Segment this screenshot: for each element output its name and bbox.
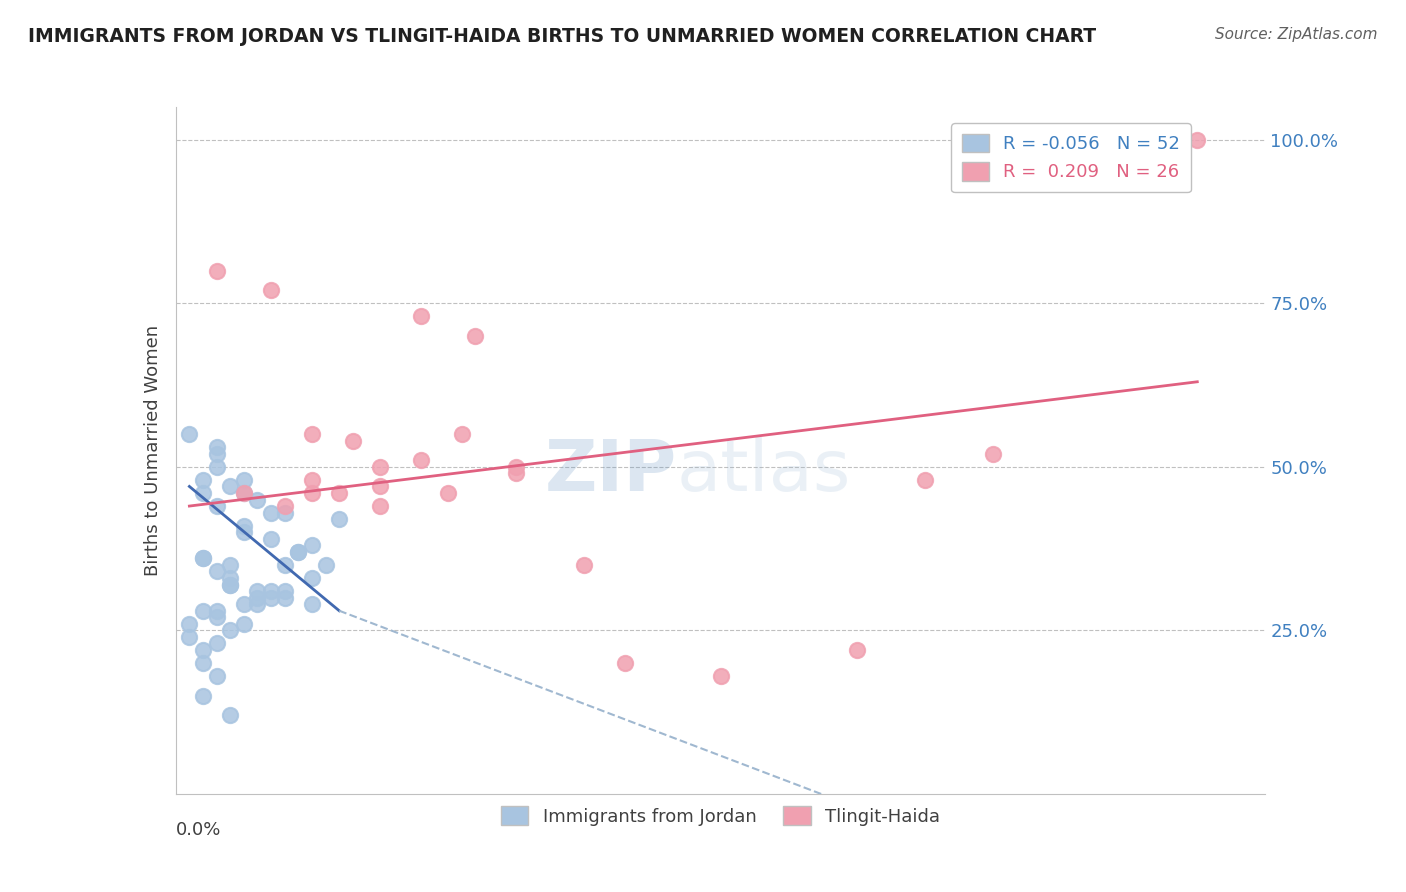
- Point: [232, 518, 254, 533]
- Point: [368, 459, 391, 474]
- Point: [205, 636, 228, 650]
- Point: [191, 689, 214, 703]
- Point: [315, 558, 337, 572]
- Point: [219, 708, 242, 723]
- Point: [205, 669, 228, 683]
- Point: [205, 604, 228, 618]
- Point: [260, 532, 283, 546]
- Point: [287, 545, 309, 559]
- Point: [232, 473, 254, 487]
- Point: [219, 479, 242, 493]
- Point: [450, 427, 472, 442]
- Point: [219, 577, 242, 591]
- Point: [205, 263, 228, 277]
- Point: [409, 310, 432, 324]
- Point: [232, 486, 254, 500]
- Point: [505, 467, 527, 481]
- Point: [191, 551, 214, 566]
- Point: [179, 630, 201, 644]
- Point: [342, 434, 364, 448]
- Point: [409, 453, 432, 467]
- Point: [260, 591, 283, 605]
- Point: [219, 571, 242, 585]
- Point: [232, 597, 254, 611]
- Point: [246, 591, 269, 605]
- Point: [614, 656, 637, 670]
- Point: [179, 616, 201, 631]
- Point: [191, 486, 214, 500]
- Point: [232, 525, 254, 540]
- Point: [1187, 133, 1209, 147]
- Point: [219, 558, 242, 572]
- Point: [437, 486, 460, 500]
- Point: [368, 479, 391, 493]
- Point: [274, 591, 297, 605]
- Point: [219, 577, 242, 591]
- Point: [191, 604, 214, 618]
- Point: [301, 427, 323, 442]
- Point: [301, 538, 323, 552]
- Point: [914, 473, 936, 487]
- Point: [232, 486, 254, 500]
- Point: [574, 558, 596, 572]
- Point: [260, 584, 283, 599]
- Point: [205, 459, 228, 474]
- Point: [301, 571, 323, 585]
- Point: [274, 558, 297, 572]
- Point: [191, 643, 214, 657]
- Point: [368, 499, 391, 513]
- Point: [301, 473, 323, 487]
- Point: [260, 283, 283, 297]
- Point: [191, 473, 214, 487]
- Point: [179, 427, 201, 442]
- Point: [287, 545, 309, 559]
- Point: [710, 669, 733, 683]
- Point: [246, 492, 269, 507]
- Point: [205, 610, 228, 624]
- Point: [464, 329, 486, 343]
- Point: [981, 447, 1004, 461]
- Point: [328, 486, 350, 500]
- Point: [246, 584, 269, 599]
- Point: [274, 499, 297, 513]
- Point: [301, 597, 323, 611]
- Y-axis label: Births to Unmarried Women: Births to Unmarried Women: [143, 325, 162, 576]
- Point: [260, 506, 283, 520]
- Legend: Immigrants from Jordan, Tlingit-Haida: Immigrants from Jordan, Tlingit-Haida: [494, 799, 948, 833]
- Point: [205, 440, 228, 454]
- Point: [205, 565, 228, 579]
- Point: [274, 584, 297, 599]
- Point: [505, 459, 527, 474]
- Point: [246, 597, 269, 611]
- Point: [191, 656, 214, 670]
- Point: [328, 512, 350, 526]
- Point: [232, 616, 254, 631]
- Point: [205, 499, 228, 513]
- Point: [205, 447, 228, 461]
- Point: [845, 643, 868, 657]
- Text: ZIP: ZIP: [544, 436, 678, 506]
- Text: atlas: atlas: [678, 436, 852, 506]
- Text: Source: ZipAtlas.com: Source: ZipAtlas.com: [1215, 27, 1378, 42]
- Point: [274, 506, 297, 520]
- Text: 0.0%: 0.0%: [176, 822, 221, 839]
- Point: [191, 551, 214, 566]
- Point: [301, 486, 323, 500]
- Point: [219, 624, 242, 638]
- Text: IMMIGRANTS FROM JORDAN VS TLINGIT-HAIDA BIRTHS TO UNMARRIED WOMEN CORRELATION CH: IMMIGRANTS FROM JORDAN VS TLINGIT-HAIDA …: [28, 27, 1097, 45]
